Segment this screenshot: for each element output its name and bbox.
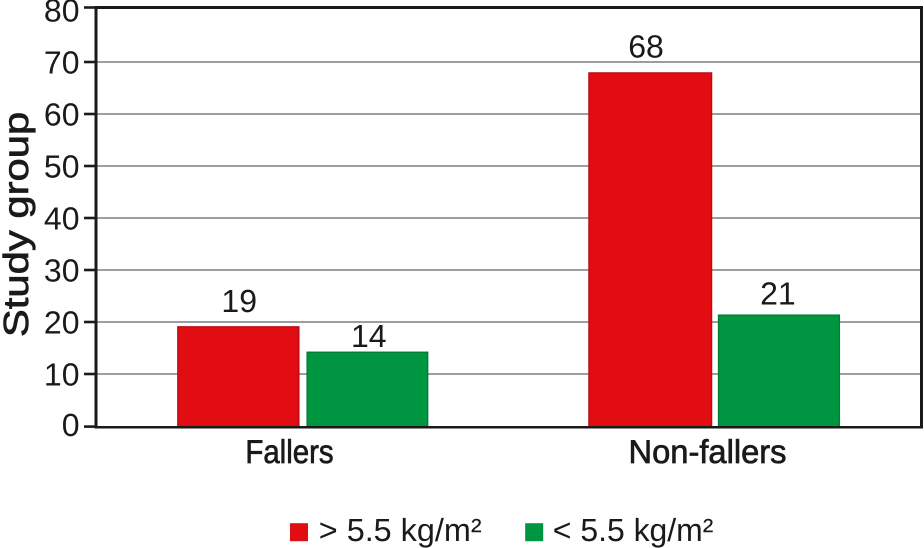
svg-text:30: 30 <box>44 253 80 289</box>
svg-text:60: 60 <box>44 97 80 133</box>
svg-text:Study group: Study group <box>0 112 36 337</box>
svg-text:> 5.5 kg/m²: > 5.5 kg/m² <box>319 512 482 548</box>
svg-text:19: 19 <box>221 283 257 319</box>
svg-text:21: 21 <box>760 276 796 312</box>
svg-text:0: 0 <box>62 407 80 443</box>
svg-text:20: 20 <box>44 305 80 341</box>
svg-text:68: 68 <box>628 28 664 64</box>
svg-text:Non-fallers: Non-fallers <box>629 433 787 470</box>
svg-text:50: 50 <box>44 149 80 185</box>
svg-text:14: 14 <box>351 318 387 354</box>
svg-text:Fallers: Fallers <box>245 433 333 470</box>
svg-text:10: 10 <box>44 357 80 393</box>
svg-text:70: 70 <box>44 45 80 81</box>
svg-text:< 5.5 kg/m²: < 5.5 kg/m² <box>553 512 714 548</box>
svg-text:80: 80 <box>44 0 80 29</box>
svg-text:40: 40 <box>44 201 80 237</box>
